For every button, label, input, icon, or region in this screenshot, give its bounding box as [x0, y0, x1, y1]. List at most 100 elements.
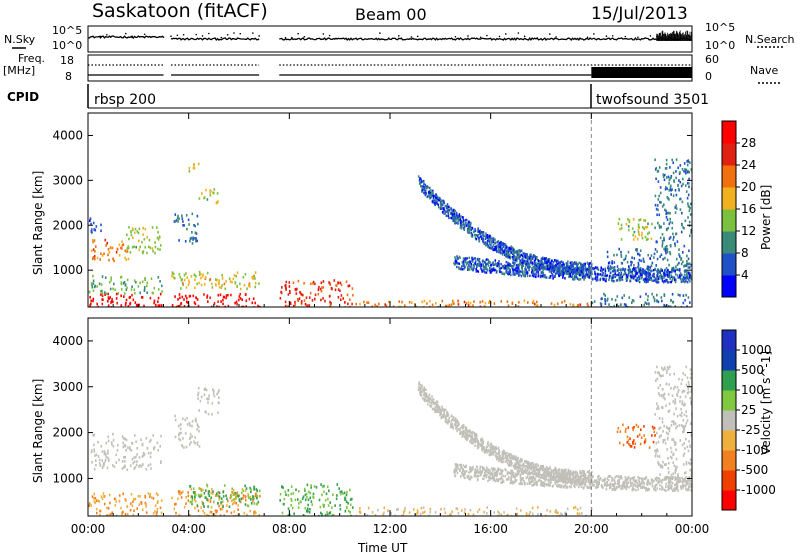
data-cell: [683, 227, 685, 230]
data-cell: [93, 444, 95, 447]
data-cell: [152, 292, 154, 295]
data-cell: [217, 200, 219, 203]
data-cell: [666, 159, 668, 162]
data-cell: [200, 400, 202, 403]
data-cell: [216, 202, 218, 205]
data-cell: [108, 297, 110, 300]
data-cell: [255, 282, 257, 285]
data-cell: [297, 498, 299, 501]
data-cell: [659, 455, 661, 458]
data-cell: [571, 266, 573, 268]
data-cell: [482, 233, 484, 235]
data-cell: [655, 371, 657, 374]
data-cell: [537, 269, 539, 271]
data-cell: [372, 511, 374, 514]
data-cell: [195, 237, 197, 240]
data-cell: [130, 464, 132, 467]
data-cell: [686, 263, 688, 266]
data-cell: [352, 294, 354, 297]
data-cell: [492, 246, 494, 248]
data-cell: [189, 240, 191, 243]
data-cell: [618, 222, 620, 225]
data-cell: [685, 425, 687, 428]
data-cell: [648, 231, 650, 234]
data-cell: [522, 262, 524, 264]
data-cell: [229, 505, 231, 508]
data-cell: [501, 247, 503, 249]
data-cell: [629, 279, 631, 281]
data-cell: [374, 304, 376, 307]
data-cell: [300, 500, 302, 503]
data-cell: [623, 274, 625, 276]
data-cell: [443, 207, 445, 209]
data-cell: [597, 273, 599, 275]
nsearch-point: [455, 36, 457, 38]
data-cell: [682, 178, 684, 181]
data-cell: [520, 468, 522, 470]
data-cell: [292, 507, 294, 510]
data-cell: [190, 433, 192, 436]
data-cell: [503, 450, 505, 452]
data-cell: [217, 192, 219, 195]
data-cell: [525, 253, 527, 255]
data-cell: [226, 498, 228, 501]
data-cell: [644, 304, 646, 307]
data-cell: [141, 502, 143, 505]
data-cell: [432, 200, 434, 202]
data-cell: [486, 271, 488, 273]
data-cell: [625, 428, 627, 431]
data-cell: [281, 292, 283, 295]
data-cell: [435, 511, 437, 514]
data-cell: [527, 262, 529, 264]
data-cell: [660, 186, 662, 189]
data-cell: [438, 199, 440, 201]
data-cell: [191, 237, 193, 240]
data-cell: [509, 461, 511, 463]
data-cell: [657, 371, 659, 374]
data-cell: [503, 251, 505, 253]
data-cell: [685, 172, 687, 175]
data-cell: [638, 275, 640, 277]
data-cell: [633, 218, 635, 221]
data-cell: [244, 284, 246, 287]
data-cell: [235, 502, 237, 505]
data-cell: [122, 511, 124, 514]
nsearch-point: [650, 35, 652, 37]
data-cell: [120, 247, 122, 250]
data-cell: [95, 245, 97, 248]
data-cell: [211, 283, 213, 286]
data-cell: [613, 280, 615, 282]
data-cell: [95, 464, 97, 467]
data-cell: [186, 297, 188, 300]
data-cell: [522, 255, 524, 257]
data-cell: [449, 304, 451, 307]
data-cell: [675, 281, 677, 283]
data-cell: [671, 420, 673, 423]
data-cell: [107, 293, 109, 296]
data-cell: [474, 257, 476, 259]
data-cell: [454, 256, 456, 258]
data-cell: [158, 276, 160, 279]
data-cell: [424, 399, 426, 401]
data-cell: [564, 267, 566, 269]
data-cell: [205, 410, 207, 413]
data-cell: [514, 269, 516, 271]
data-cell: [474, 445, 476, 447]
data-cell: [670, 447, 672, 450]
data-cell: [588, 273, 590, 275]
data-cell: [209, 189, 211, 192]
data-cell: [580, 278, 582, 280]
data-cell: [134, 292, 136, 295]
data-cell: [673, 194, 675, 197]
data-cell: [535, 268, 537, 270]
data-cell: [116, 302, 118, 305]
data-cell: [681, 403, 683, 406]
data-cell: [89, 296, 91, 299]
data-cell: [220, 294, 222, 297]
data-cell: [638, 229, 640, 232]
data-cell: [157, 449, 159, 452]
data-cell: [582, 276, 584, 278]
data-cell: [255, 271, 257, 274]
data-cell: [668, 393, 670, 396]
data-cell: [142, 463, 144, 466]
